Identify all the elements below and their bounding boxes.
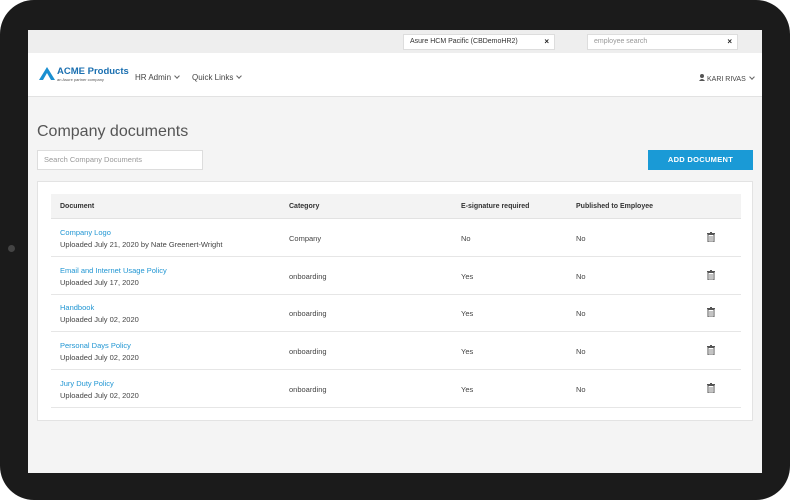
- nav-label: HR Admin: [135, 73, 171, 82]
- delete-icon[interactable]: [707, 270, 715, 280]
- category: onboarding: [289, 309, 327, 318]
- column-header: Document: [60, 203, 94, 210]
- published: No: [576, 309, 586, 318]
- column-header: Category: [289, 203, 319, 210]
- published: No: [576, 234, 586, 243]
- esignature: Yes: [461, 272, 473, 281]
- user-icon: [699, 74, 705, 81]
- esignature: Yes: [461, 385, 473, 394]
- table-row: Personal Days Policy Uploaded July 02, 20…: [51, 332, 741, 370]
- camera: [8, 245, 15, 252]
- upload-info: Uploaded July 02, 2020: [60, 353, 139, 362]
- nav-item[interactable]: Quick Links: [192, 73, 241, 82]
- delete-icon[interactable]: [707, 232, 715, 242]
- document-link[interactable]: Company Logo: [60, 228, 111, 237]
- nav-label: Quick Links: [192, 73, 233, 82]
- document-link[interactable]: Email and Internet Usage Policy: [60, 266, 167, 275]
- document-search[interactable]: Search Company Documents: [37, 150, 203, 170]
- upload-info: Uploaded July 02, 2020: [60, 391, 139, 400]
- table-row: Email and Internet Usage Policy Uploaded …: [51, 257, 741, 295]
- delete-icon[interactable]: [707, 345, 715, 355]
- category: onboarding: [289, 272, 327, 281]
- category: Company: [289, 234, 321, 243]
- column-header: E-signature required: [461, 203, 529, 210]
- clear-icon[interactable]: ×: [727, 35, 732, 49]
- nav-bar: ACME Products an Asure partner company H…: [28, 53, 762, 97]
- esignature: No: [461, 234, 471, 243]
- placeholder: Search Company Documents: [44, 155, 142, 164]
- logo-icon: [39, 67, 55, 80]
- published: No: [576, 347, 586, 356]
- document-link[interactable]: Personal Days Policy: [60, 341, 131, 350]
- top-bar: Asure HCM Pacific (CBDemoHR2) × employee …: [28, 30, 762, 53]
- published: No: [576, 272, 586, 281]
- logo-tagline: an Asure partner company: [57, 77, 104, 82]
- delete-icon[interactable]: [707, 383, 715, 393]
- documents-card: Document Category E-signature required Publ…: [37, 181, 753, 421]
- column-header: Published to Employee: [576, 203, 653, 210]
- upload-info: Uploaded July 17, 2020: [60, 278, 139, 287]
- user-name: KARI RIVAS: [707, 76, 746, 83]
- placeholder: employee search: [594, 38, 647, 45]
- esignature: Yes: [461, 347, 473, 356]
- document-link[interactable]: Jury Duty Policy: [60, 379, 114, 388]
- nav-item[interactable]: HR Admin: [135, 73, 179, 82]
- logo-text[interactable]: ACME Products: [57, 66, 129, 77]
- table-row: Handbook Uploaded July 02, 2020 onboarding…: [51, 294, 741, 332]
- company-selector[interactable]: Asure HCM Pacific (CBDemoHR2) ×: [403, 34, 555, 50]
- upload-info: Uploaded July 21, 2020 by Nate Greenert-…: [60, 240, 222, 249]
- upload-info: Uploaded July 02, 2020: [60, 315, 139, 324]
- table-row: Company Logo Uploaded July 21, 2020 by Na…: [51, 219, 741, 257]
- table-row: Jury Duty Policy Uploaded July 02, 2020 on…: [51, 370, 741, 408]
- delete-icon[interactable]: [707, 307, 715, 317]
- user-menu[interactable]: KARI RIVAS: [699, 74, 754, 83]
- screen: Asure HCM Pacific (CBDemoHR2) × employee …: [28, 30, 762, 473]
- company-name: Asure HCM Pacific (CBDemoHR2): [410, 38, 518, 45]
- employee-search[interactable]: employee search ×: [587, 34, 738, 50]
- add-document-button[interactable]: ADD DOCUMENT: [648, 150, 753, 170]
- clear-icon[interactable]: ×: [544, 35, 549, 49]
- category: onboarding: [289, 347, 327, 356]
- document-link[interactable]: Handbook: [60, 303, 94, 312]
- published: No: [576, 385, 586, 394]
- category: onboarding: [289, 385, 327, 394]
- page-title: Company documents: [37, 123, 188, 141]
- esignature: Yes: [461, 309, 473, 318]
- table-header: Document Category E-signature required Publ…: [51, 194, 741, 219]
